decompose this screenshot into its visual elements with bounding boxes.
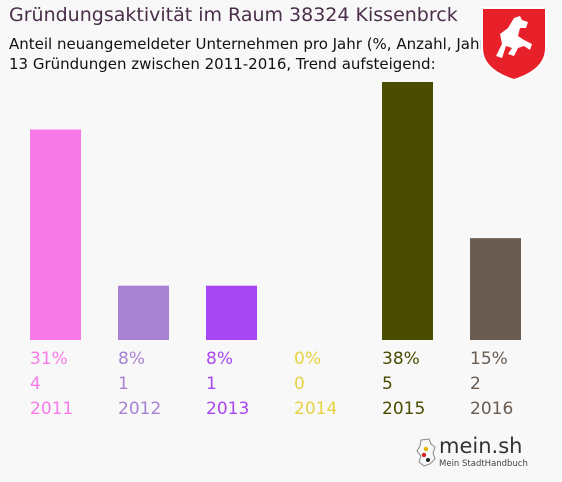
brand-tagline: Mein StadtHandbuch: [439, 459, 528, 469]
bar-2013: [206, 285, 257, 340]
coat-of-arms: [478, 4, 550, 82]
percent-label-2011: 31%: [30, 349, 68, 369]
year-label-2014: 2014: [294, 399, 337, 419]
lower-saxony-horse-crest-icon: [481, 7, 547, 82]
bar-2015: [382, 82, 433, 340]
chart-title: Gründungsaktivität im Raum 38324 Kissenb…: [9, 4, 458, 26]
percent-label-2014: 0%: [294, 349, 321, 369]
percent-label-2015: 38%: [382, 349, 420, 369]
count-label-2012: 1: [118, 374, 129, 394]
count-label-2015: 5: [382, 374, 393, 394]
count-label-2014: 0: [294, 374, 305, 394]
count-label-2011: 4: [30, 374, 41, 394]
bar-2011: [30, 129, 81, 340]
germany-map-icon: [416, 438, 436, 467]
year-label-2013: 2013: [206, 399, 249, 419]
count-label-2013: 1: [206, 374, 217, 394]
bar-2012: [118, 285, 169, 340]
year-label-2015: 2015: [382, 399, 425, 419]
percent-label-2016: 15%: [470, 349, 508, 369]
chart-summary: 13 Gründungen zwischen 2011-2016, Trend …: [9, 55, 436, 73]
chart-subtitle: Anteil neuangemeldeter Unternehmen pro J…: [9, 35, 492, 53]
percent-label-2013: 8%: [206, 349, 233, 369]
year-label-2011: 2011: [30, 399, 73, 419]
year-label-2016: 2016: [470, 399, 513, 419]
percent-label-2012: 8%: [118, 349, 145, 369]
count-label-2016: 2: [470, 374, 481, 394]
bar-2016: [470, 238, 521, 340]
brand-name: mein.sh: [439, 434, 523, 458]
brand-logo: mein.sh Mein StadtHandbuch: [413, 432, 528, 472]
year-label-2012: 2012: [118, 399, 161, 419]
